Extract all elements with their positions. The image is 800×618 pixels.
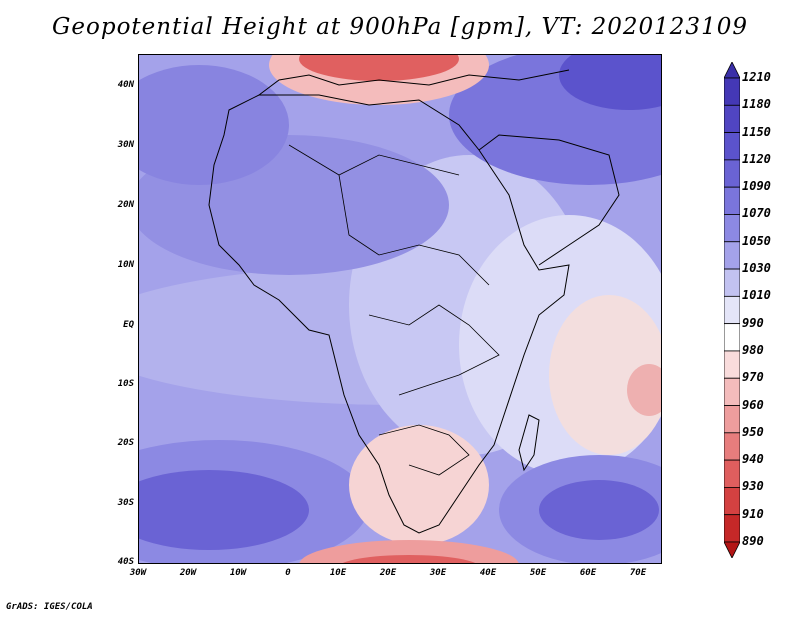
colorbar-cells <box>724 62 740 558</box>
colorbar-cell <box>724 350 740 379</box>
colorbar-cell <box>724 432 740 461</box>
field-southern-ocean-low <box>299 540 519 563</box>
lon-label-60e: 60E <box>579 568 597 578</box>
colorbar-top-arrow <box>724 62 740 79</box>
colorbar-cell <box>724 214 740 243</box>
lat-label-40n: 40N <box>117 80 134 90</box>
colorbar-label: 1010 <box>742 288 771 303</box>
colorbar-cell <box>724 241 740 270</box>
lon-label-0: 0 <box>285 568 291 578</box>
colorbar-label: 1030 <box>742 261 771 276</box>
colorbar-cell <box>724 77 740 106</box>
colorbar-label: 940 <box>742 452 764 467</box>
lon-label-30w: 30W <box>129 568 147 578</box>
lon-label-40e: 40E <box>479 568 497 578</box>
colorbar-label: 970 <box>742 370 764 385</box>
country-borders-south <box>378 424 470 476</box>
madagascar-coastline <box>518 414 540 472</box>
colorbar-bottom-arrow <box>724 541 740 558</box>
field-southern-ocean-low-core <box>343 555 475 563</box>
colorbar-cell <box>724 159 740 188</box>
colorbar-cell <box>724 104 740 133</box>
field-indian-ocean-low <box>549 295 661 455</box>
colorbar-cell <box>724 405 740 434</box>
lat-label-20n: 20N <box>117 200 134 210</box>
colorbar-cell <box>724 186 740 215</box>
height-field-map <box>139 55 661 563</box>
lat-label-30n: 30N <box>117 140 134 150</box>
colorbar-label: 1090 <box>742 179 771 194</box>
colorbar-label: 1070 <box>742 206 771 221</box>
field-indian-ocean-low-core <box>627 364 661 416</box>
lon-label-70e: 70E <box>629 568 647 578</box>
colorbar-cell <box>724 514 740 543</box>
colorbar-label: 890 <box>742 534 764 548</box>
country-borders-sahel <box>338 174 490 286</box>
lon-label-20e: 20E <box>379 568 397 578</box>
lon-label-10w: 10W <box>229 568 247 578</box>
chart-title: Geopotential Height at 900hPa [gpm], VT:… <box>52 14 748 40</box>
lon-label-20w: 20W <box>179 568 197 578</box>
colorbar-cell <box>724 268 740 297</box>
colorbar-label: 1120 <box>742 151 771 166</box>
field-asia-high-core <box>559 55 661 110</box>
arabia-coastline <box>478 134 620 266</box>
lat-label-eq: EQ <box>123 320 134 330</box>
country-borders-north <box>288 144 460 176</box>
colorbar-label: 1210 <box>742 70 771 84</box>
colorbar-label: 930 <box>742 479 764 494</box>
lon-label-10e: 10E <box>329 568 347 578</box>
colorbar-cell <box>724 323 740 352</box>
grads-credit: GrADS: IGES/COLA <box>6 602 93 612</box>
lon-label-30e: 30E <box>429 568 447 578</box>
colorbar-label: 1050 <box>742 233 771 248</box>
colorbar-cell <box>724 459 740 488</box>
colorbar-label: 980 <box>742 342 764 357</box>
field-mediterranean-low-core <box>299 55 459 81</box>
colorbar-label: 1180 <box>742 97 771 112</box>
lat-label-40s: 40S <box>117 557 134 567</box>
colorbar-label: 1150 <box>742 124 771 139</box>
map-plot-area <box>138 54 662 564</box>
lat-label-30s: 30S <box>117 498 134 508</box>
colorbar-cell <box>724 132 740 161</box>
colorbar-label: 950 <box>742 424 764 439</box>
lat-label-10n: 10N <box>117 260 134 270</box>
lon-label-50e: 50E <box>529 568 547 578</box>
lat-label-10s: 10S <box>117 379 134 389</box>
colorbar-cell <box>724 295 740 325</box>
lat-label-20s: 20S <box>117 438 134 448</box>
field-south-atlantic-high-core <box>139 470 309 550</box>
europe-coastline <box>258 69 570 96</box>
field-atlantic-north-high <box>139 65 289 185</box>
colorbar-cell <box>724 487 740 516</box>
colorbar <box>724 62 740 558</box>
colorbar-label: 960 <box>742 397 764 412</box>
field-south-indian-high-core <box>539 480 659 540</box>
country-borders-central <box>368 304 500 396</box>
field-southern-africa-low <box>349 425 489 545</box>
colorbar-label: 990 <box>742 315 764 330</box>
colorbar-label: 910 <box>742 506 764 521</box>
colorbar-cell <box>724 377 740 406</box>
